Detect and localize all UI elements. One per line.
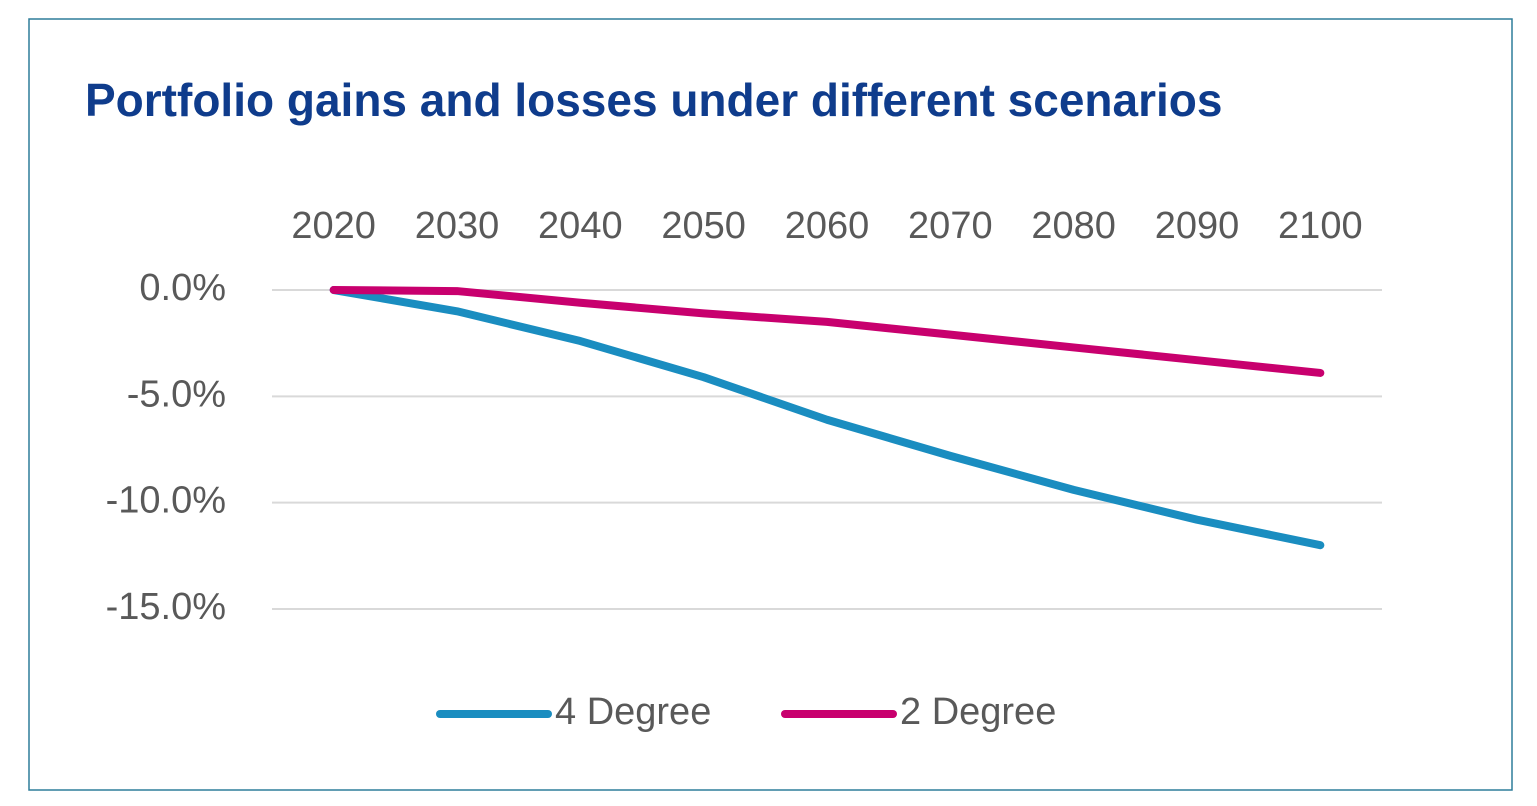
chart-border bbox=[28, 18, 1513, 791]
x-tick-label: 2060 bbox=[785, 205, 870, 247]
x-tick-label: 2080 bbox=[1031, 205, 1116, 247]
legend-label: 4 Degree bbox=[555, 691, 711, 733]
x-tick-label: 2070 bbox=[908, 205, 993, 247]
x-tick-label: 2040 bbox=[538, 205, 623, 247]
y-tick-label: -5.0% bbox=[127, 373, 226, 415]
line-series bbox=[329, 286, 1325, 377]
line-series bbox=[329, 286, 1325, 550]
x-tick-label: 2020 bbox=[291, 205, 376, 247]
y-tick-label: -15.0% bbox=[106, 586, 226, 628]
x-tick-label: 2050 bbox=[661, 205, 746, 247]
x-tick-label: 2090 bbox=[1155, 205, 1240, 247]
y-tick-label: 0.0% bbox=[139, 267, 226, 309]
legend-label: 2 Degree bbox=[900, 691, 1056, 733]
x-tick-label: 2100 bbox=[1278, 205, 1363, 247]
chart-title: Portfolio gains and losses under differe… bbox=[85, 74, 1222, 126]
y-tick-label: -10.0% bbox=[106, 480, 226, 522]
x-tick-label: 2030 bbox=[415, 205, 500, 247]
